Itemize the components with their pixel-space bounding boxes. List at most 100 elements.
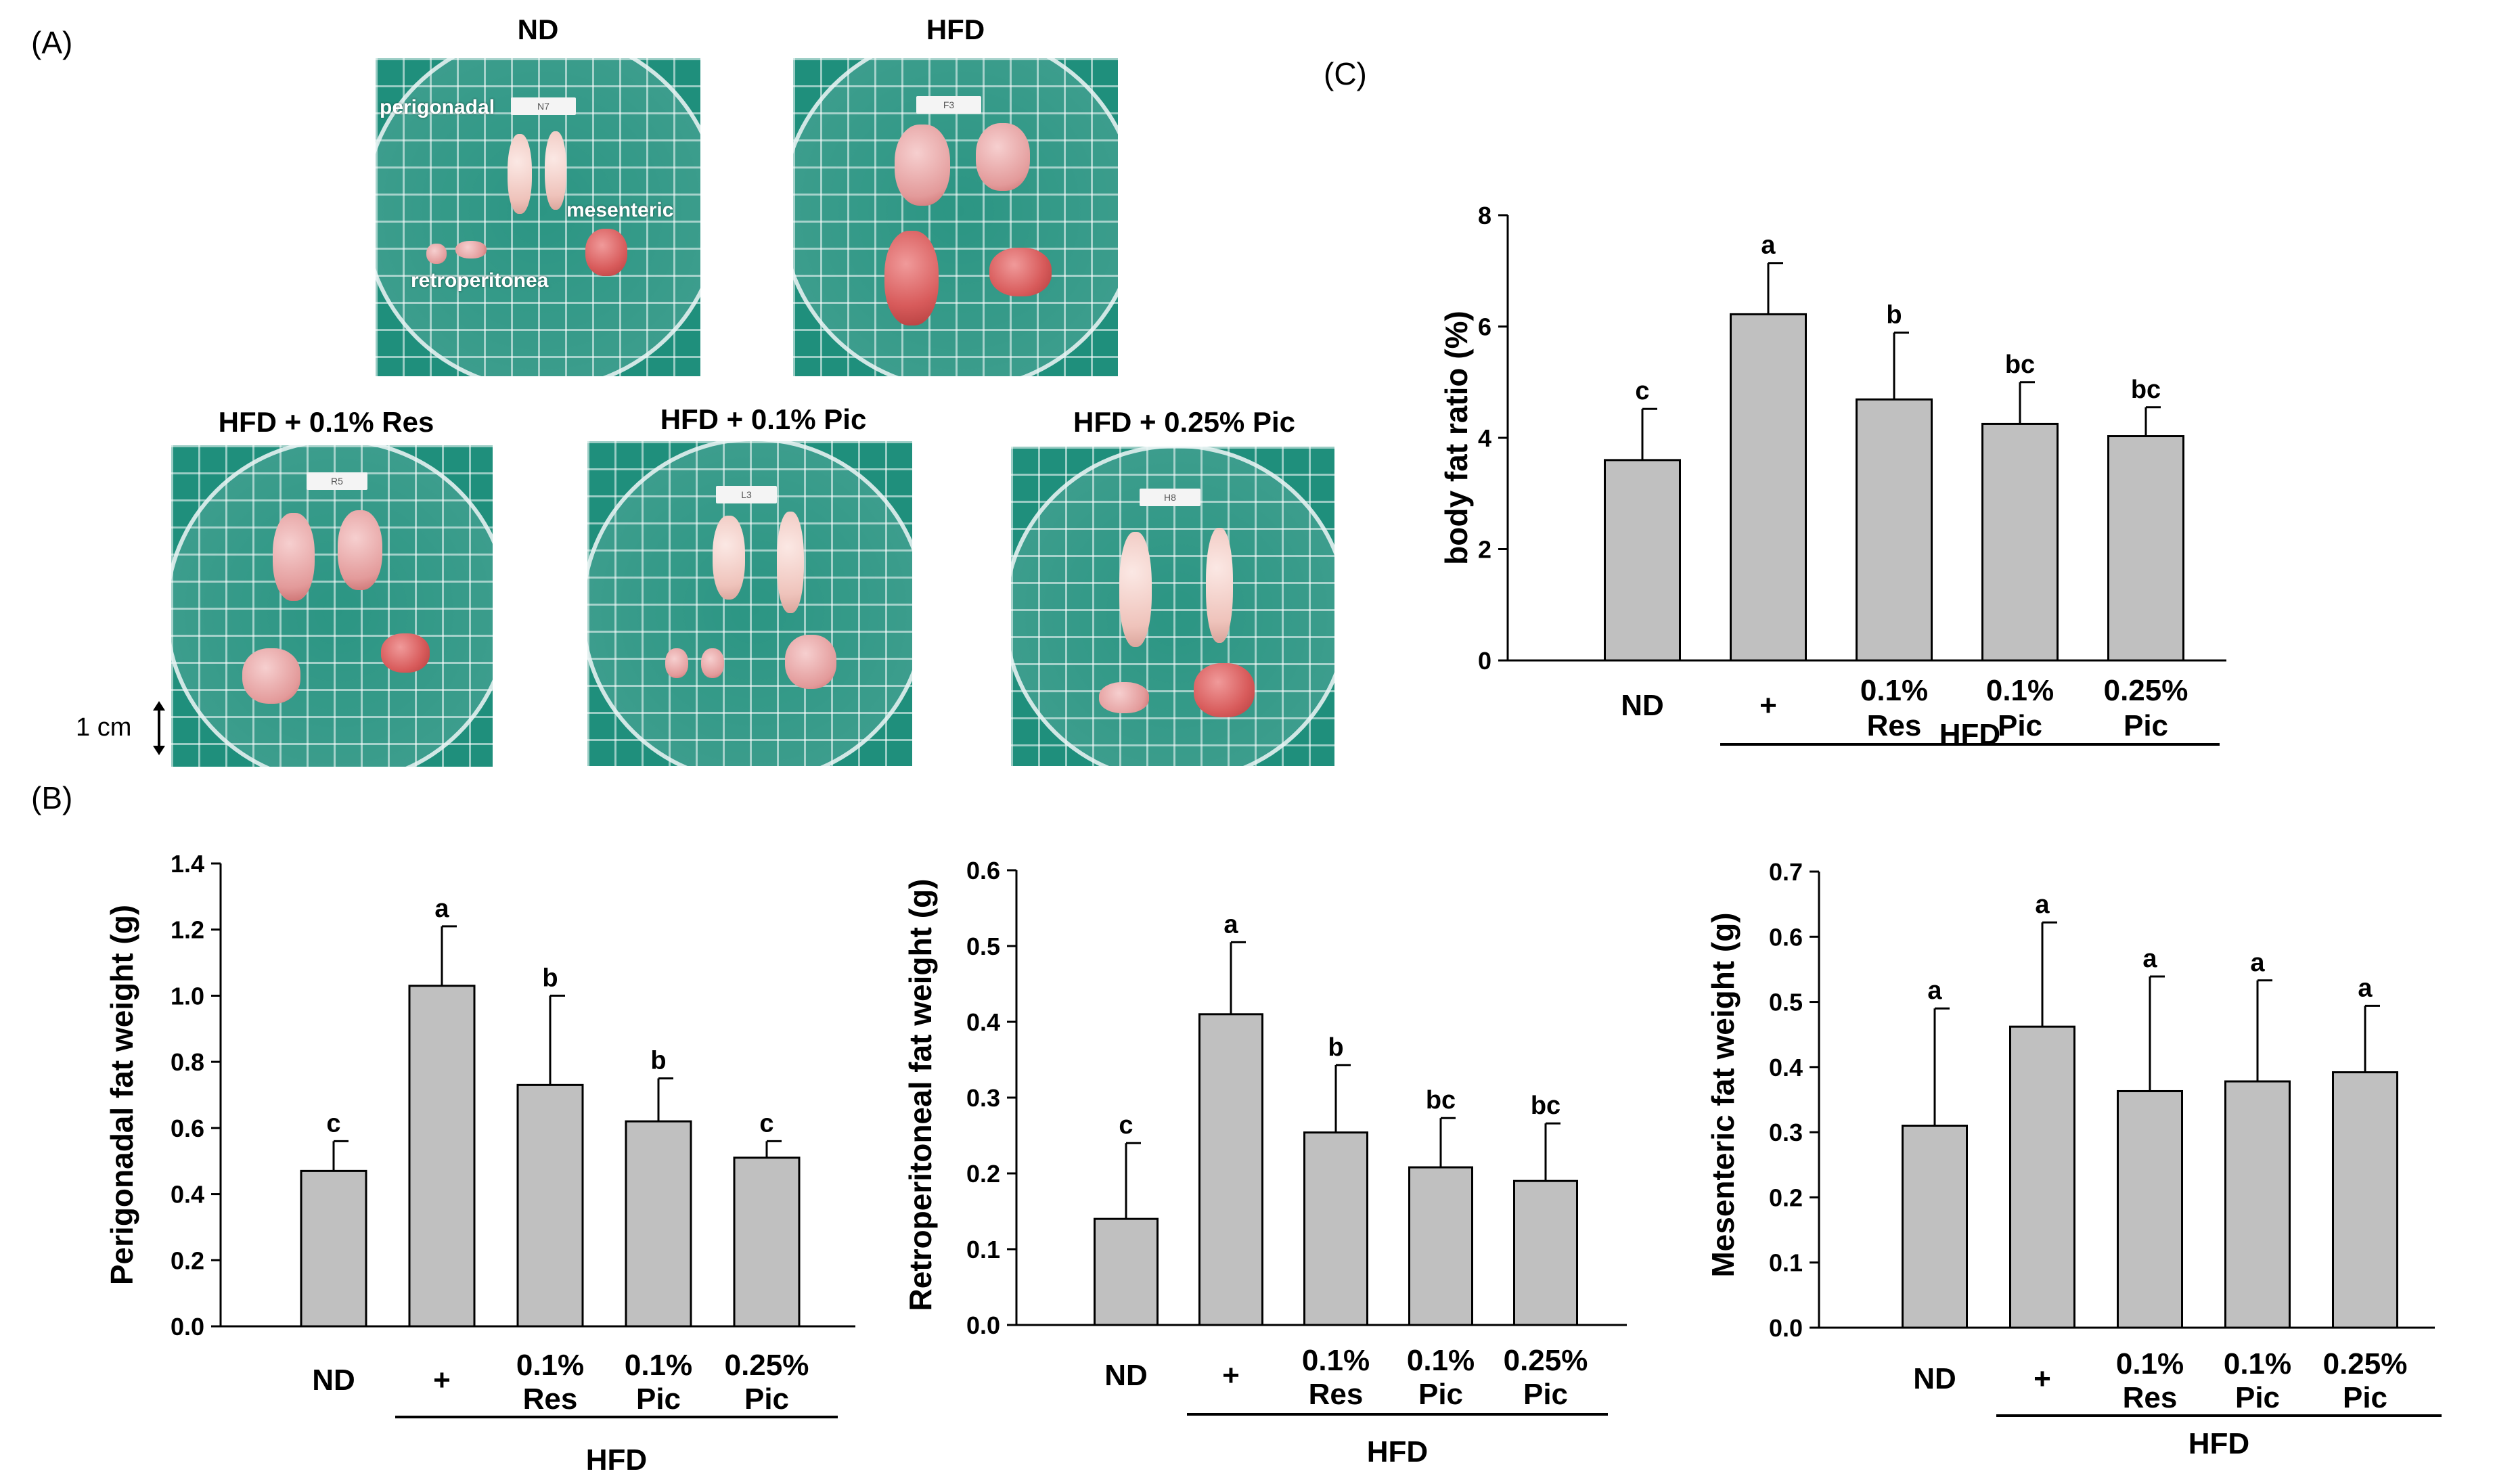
- sample-tag: F3: [916, 96, 981, 114]
- bodyfat-sig-letter: a: [1761, 231, 1776, 260]
- retroperitoneal-bar: [1408, 1166, 1473, 1326]
- mesenteric-x-tick-label: 0.1%: [2116, 1347, 2184, 1380]
- bodyfat-bar: [1730, 313, 1807, 662]
- photo-res: R5: [171, 445, 493, 767]
- perigonadal-bar: [625, 1120, 692, 1328]
- perigonadal-y-tick-label: 0.0: [171, 1313, 204, 1341]
- sample-tag: N7: [511, 97, 576, 115]
- scale-bar-label: 1 cm: [76, 713, 132, 742]
- panel-label-b: (B): [31, 780, 73, 815]
- mesenteric-y-tick-label: 0.0: [1769, 1314, 1803, 1342]
- perigonadal-x-tick-label: 0.1%: [516, 1349, 584, 1382]
- bodyfat-group-label: HFD: [1939, 718, 2000, 751]
- perigonadal-x-tick-label: ND: [312, 1364, 355, 1397]
- tissue-retroperitoneal: [701, 648, 724, 678]
- perigonadal-group-label: HFD: [586, 1443, 647, 1477]
- bodyfat-bar: [2107, 435, 2184, 662]
- bodyfat-y-tick-label: 4: [1478, 424, 1491, 452]
- bodyfat-x-tick-label: 0.1%: [1860, 674, 1928, 707]
- scale-bar-arrow: [153, 701, 165, 755]
- photo-nd: N7 perigonadal mesenteric retroperitonea: [376, 58, 700, 376]
- petri-dish: [171, 445, 493, 767]
- tissue-retroperitoneal: [242, 648, 300, 704]
- tissue-mesenteric: [785, 635, 836, 689]
- retroperitoneal-x-tick-label: ND: [1104, 1359, 1148, 1392]
- perigonadal-bar: [733, 1156, 801, 1328]
- bodyfat-y-tick-label: 2: [1478, 536, 1491, 564]
- retroperitoneal-x-tick-label: Pic: [1418, 1378, 1463, 1411]
- retroperitoneal-y-label: Retroperitoneal fat weight (g): [903, 879, 938, 1311]
- bodyfat-sig-letter: b: [1886, 301, 1902, 330]
- bodyfat-bar: [1856, 398, 1933, 662]
- bodyfat-sig-letter: c: [1635, 377, 1649, 405]
- perigonadal-sig-letter: c: [326, 1109, 340, 1138]
- retroperitoneal-x-tick-label: Pic: [1523, 1378, 1568, 1411]
- retroperitoneal-group-label: HFD: [1367, 1435, 1428, 1468]
- sample-tag: H8: [1140, 489, 1200, 506]
- tissue-perigonadal: [713, 516, 745, 600]
- mesenteric-x-tick-label: 0.25%: [2323, 1347, 2408, 1380]
- mesenteric-x-tick-label: +: [2034, 1362, 2051, 1395]
- perigonadal-y-tick-label: 1.0: [171, 982, 204, 1010]
- bodyfat-sig-letter: bc: [2131, 376, 2161, 404]
- photo-title-nd: ND: [517, 14, 559, 45]
- mesenteric-y-tick-label: 0.6: [1769, 923, 1803, 951]
- mesenteric-x-tick-label: Pic: [2235, 1381, 2280, 1414]
- bodyfat-x-tick-label: 0.25%: [2104, 674, 2188, 707]
- mesenteric-group-label: HFD: [2188, 1427, 2249, 1460]
- bodyfat-y-tick-label: 6: [1478, 313, 1491, 341]
- annotation-mesenteric: mesenteric: [566, 199, 674, 221]
- mesenteric-bar: [2332, 1071, 2398, 1329]
- photo-hfd: F3: [793, 58, 1118, 376]
- panel-label-c: (C): [1324, 56, 1367, 91]
- bodyfat-x-tick-label: Res: [1867, 709, 1922, 742]
- retroperitoneal-bar: [1094, 1217, 1159, 1326]
- sample-tag: R5: [307, 472, 367, 490]
- retroperitoneal-sig-letter: a: [1223, 910, 1238, 939]
- tissue-perigonadal: [1206, 528, 1233, 643]
- mesenteric-bar: [1902, 1125, 1968, 1329]
- perigonadal-x-tick-label: Pic: [744, 1382, 789, 1416]
- tissue-retroperitoneal: [426, 244, 447, 264]
- photo-title-pic025: HFD + 0.25% Pic: [1073, 406, 1295, 438]
- perigonadal-y-tick-label: 0.6: [171, 1115, 204, 1142]
- retroperitoneal-sig-letter: b: [1328, 1033, 1343, 1062]
- tissue-perigonadal: [976, 123, 1030, 191]
- bodyfat-bar: [1981, 422, 2059, 662]
- retroperitoneal-y-tick-label: 0.2: [966, 1160, 1000, 1188]
- perigonadal-sig-letter: b: [650, 1047, 666, 1075]
- retroperitoneal-y-tick-label: 0.1: [966, 1236, 1000, 1263]
- retroperitoneal-y-tick-label: 0.3: [966, 1084, 1000, 1112]
- mesenteric-y-tick-label: 0.4: [1769, 1054, 1803, 1081]
- perigonadal-y-tick-label: 0.8: [171, 1048, 204, 1076]
- perigonadal-sig-letter: b: [542, 964, 558, 992]
- retroperitoneal-bar: [1513, 1179, 1578, 1326]
- bodyfat-y-tick-label: 8: [1478, 202, 1491, 229]
- retroperitoneal-y-tick-label: 0.4: [966, 1008, 1000, 1036]
- bodyfat-y-tick-label: 0: [1478, 647, 1491, 675]
- tissue-mesenteric: [989, 248, 1052, 296]
- bodyfat-x-tick-label: 0.1%: [1986, 674, 2054, 707]
- retroperitoneal-x-tick-label: 0.25%: [1504, 1344, 1588, 1377]
- bodyfat-sig-letter: bc: [2005, 351, 2035, 379]
- perigonadal-y-tick-label: 1.2: [171, 916, 204, 944]
- retroperitoneal-bar: [1198, 1013, 1263, 1326]
- retroperitoneal-x-tick-label: 0.1%: [1302, 1344, 1370, 1377]
- tissue-perigonadal: [1119, 532, 1152, 647]
- mesenteric-x-tick-label: 0.1%: [2224, 1347, 2291, 1380]
- panel-label-a: (A): [31, 25, 73, 60]
- perigonadal-y-tick-label: 0.4: [171, 1181, 204, 1209]
- tissue-retroperitoneal: [1099, 682, 1149, 713]
- tissue-mesenteric: [585, 229, 627, 276]
- retroperitoneal-bar: [1303, 1131, 1368, 1326]
- perigonadal-sig-letter: a: [434, 895, 449, 923]
- tissue-perigonadal: [338, 510, 382, 590]
- photo-title-hfd: HFD: [926, 14, 985, 45]
- annotation-perigonadal: perigonadal: [380, 96, 495, 118]
- perigonadal-sig-letter: c: [759, 1109, 773, 1138]
- mesenteric-y-label: Mesenteric fat weight (g): [1705, 912, 1740, 1277]
- tissue-retroperitoneal: [665, 648, 688, 678]
- perigonadal-x-tick-label: Res: [523, 1382, 578, 1416]
- perigonadal-x-tick-label: 0.1%: [625, 1349, 692, 1382]
- mesenteric-sig-letter: a: [2142, 945, 2157, 973]
